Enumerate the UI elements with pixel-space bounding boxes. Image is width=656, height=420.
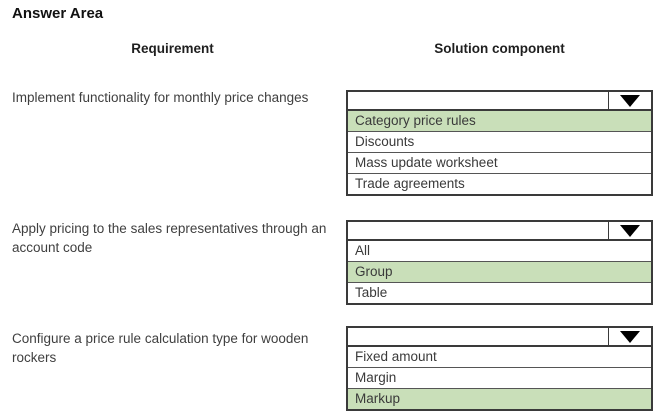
dropdown-arrow-button[interactable]	[608, 328, 651, 345]
dropdown-selected-value	[348, 328, 608, 345]
page-title: Answer Area	[12, 5, 104, 22]
dropdown-option[interactable]: All	[355, 243, 371, 258]
dropdown-select[interactable]	[348, 328, 651, 347]
dropdown-group-2: All Group Table	[346, 220, 653, 305]
dropdown-option[interactable]: Table	[348, 282, 651, 303]
dropdown-group-3: Fixed amount Margin Markup	[346, 326, 653, 411]
chevron-down-icon	[620, 330, 640, 343]
dropdown-option[interactable]: Group	[348, 261, 651, 282]
dropdown-option[interactable]: Mass update worksheet	[348, 152, 651, 173]
dropdown-option[interactable]: Fixed amount	[355, 349, 437, 364]
dropdown-option[interactable]: Trade agreements	[348, 173, 651, 194]
dropdown-select[interactable]	[348, 92, 651, 111]
column-header-solution: Solution component	[434, 41, 565, 56]
column-header-requirement: Requirement	[131, 41, 214, 56]
dropdown-selected-value	[348, 92, 608, 109]
dropdown-group-1: Category price rules Discounts Mass upda…	[346, 90, 653, 196]
dropdown-option[interactable]: Discounts	[348, 131, 651, 152]
dropdown-arrow-button[interactable]	[608, 222, 651, 239]
dropdown-option[interactable]: Category price rules	[348, 111, 651, 131]
dropdown-arrow-button[interactable]	[608, 92, 651, 109]
requirement-text: Configure a price rule calculation type …	[12, 331, 309, 365]
requirement-text: Implement functionality for monthly pric…	[12, 90, 309, 105]
chevron-down-icon	[620, 224, 640, 237]
chevron-down-icon	[620, 94, 640, 107]
dropdown-option[interactable]: Margin	[348, 367, 651, 388]
requirement-text: Apply pricing to the sales representativ…	[12, 221, 327, 255]
dropdown-option[interactable]: Markup	[348, 388, 651, 409]
dropdown-select[interactable]	[348, 222, 651, 241]
dropdown-selected-value	[348, 222, 608, 239]
